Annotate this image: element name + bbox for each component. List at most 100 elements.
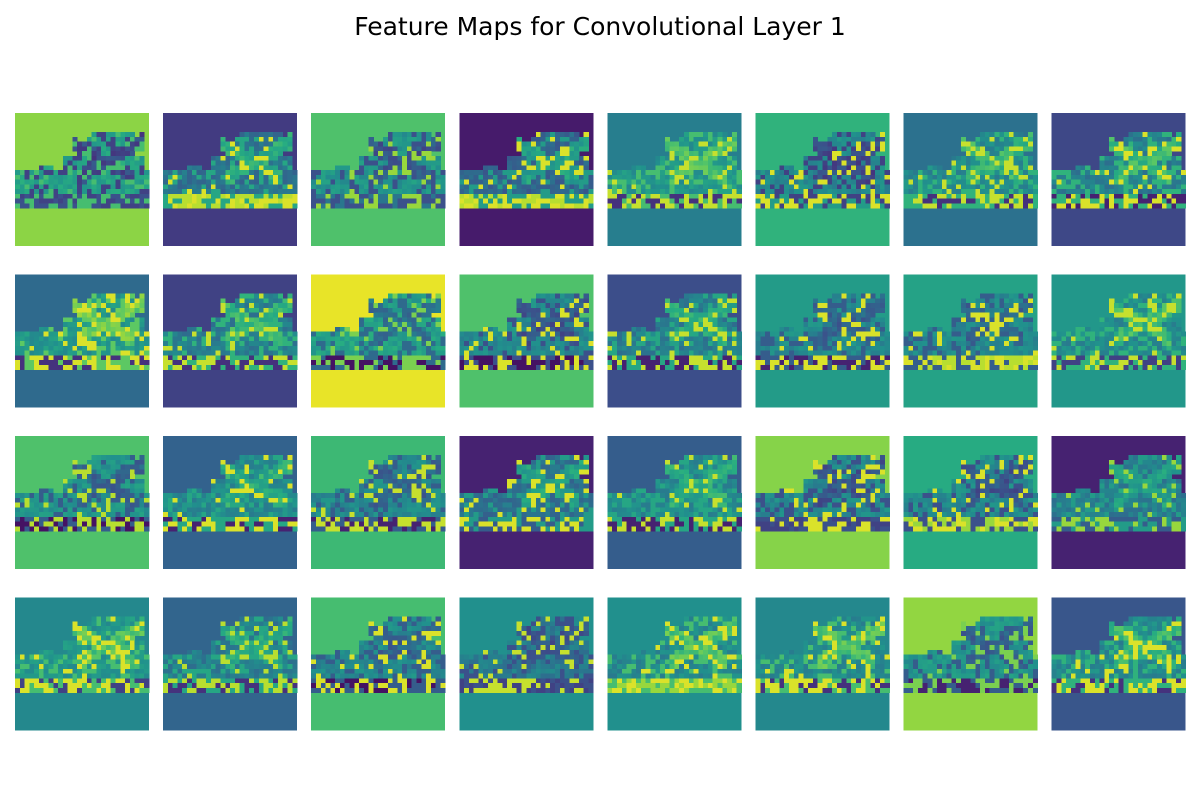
feature-map-cell [315,198,322,204]
feature-map-cell [550,336,556,342]
feature-map-cell [72,146,78,152]
feature-map-cell [62,345,69,351]
feature-map-cell [1118,146,1124,152]
feature-map-cell [91,198,97,204]
feature-map-cell [722,141,728,147]
feature-map-cell [1085,170,1091,176]
feature-map-cell [62,350,69,356]
feature-map-cell [315,184,322,190]
feature-map-cell [822,151,828,157]
feature-map-cell [1070,179,1077,185]
feature-map-cell [354,189,360,195]
feature-map-cell [344,355,350,361]
feature-map-cell [755,331,761,337]
feature-map-cell [15,193,21,199]
feature-map-cell [655,326,661,332]
feature-map-cell [387,170,393,176]
feature-map-cell [287,317,293,323]
feature-map-cell [827,184,833,190]
feature-map-cell [817,174,823,180]
feature-map-cell [77,141,83,147]
feature-map-cell [521,317,527,323]
feature-map-cell [574,355,580,361]
feature-map-cell [636,170,642,176]
feature-map-cell [865,331,871,337]
feature-map-cell [430,193,437,199]
feature-map-cell [220,155,226,161]
feature-map-cell [574,341,580,347]
feature-map-cell [784,179,790,185]
feature-map-cell [980,203,986,209]
feature-map-cell [187,364,193,370]
feature-map-cell [244,136,250,142]
feature-map-cell [860,193,866,199]
feature-map-cell [722,317,728,323]
feature-map-cell [731,184,738,190]
feature-map-cell [545,322,551,328]
feature-map-cell [1004,322,1010,328]
feature-map-cell [698,155,704,161]
feature-map-cell [989,326,995,332]
feature-map-cell [856,155,862,161]
feature-map-cell [378,141,384,147]
feature-map-cell [860,184,866,190]
feature-map-cell [851,132,857,138]
feature-map-cell [215,326,221,332]
feature-map-cell [660,189,666,195]
feature-map-cell [1147,160,1153,166]
feature-map-cell [430,179,437,185]
feature-map-cell [731,174,738,180]
feature-map-cell [206,336,212,342]
feature-map-cell [53,360,59,366]
feature-map-cell [616,193,623,199]
feature-map-cell [784,203,790,209]
feature-map-cell [965,141,971,147]
feature-map-cell [903,179,909,185]
feature-map-cell [932,331,938,337]
feature-map-cell [48,326,54,332]
feature-map-cell [860,355,866,361]
feature-map-cell [679,151,685,157]
feature-map-cell [769,174,776,180]
feature-map-cell [569,307,575,313]
feature-map-cell [540,193,546,199]
feature-map-cell [540,331,546,337]
feature-map-cell [426,364,432,370]
feature-map-cell [1099,193,1105,199]
feature-map-cell [196,165,202,171]
feature-map-cell [674,155,680,161]
feature-map-cell [760,184,766,190]
feature-map-cell [91,364,97,370]
feature-map-cell [540,336,546,342]
feature-map-cell [440,184,446,190]
feature-map-cell [120,326,126,332]
feature-map-cell [220,355,226,361]
feature-map-cell [258,136,264,142]
feature-map-cell [774,198,780,204]
feature-map-cell [1023,174,1029,180]
feature-map-cell [636,364,642,370]
feature-map-cell [808,160,814,166]
feature-map-cell [545,160,551,166]
feature-map-cell [631,170,637,176]
feature-map-cell [110,184,116,190]
feature-map-cell [664,155,671,161]
feature-map-cell [387,322,393,328]
feature-map-cell [397,179,403,185]
feature-map-cell [1023,193,1029,199]
feature-map-cell [961,303,967,309]
feature-map-cell [72,317,78,323]
feature-map-cell [707,360,714,366]
feature-map-cell [177,355,183,361]
feature-map-cell [908,331,914,337]
feature-map-cell [1080,198,1086,204]
feature-map-cell [851,331,857,337]
feature-map-cell [344,331,350,337]
feature-map-cell [980,151,986,157]
feature-map-cell [994,193,1000,199]
feature-map-cell [545,312,551,318]
feature-map-cell [258,322,264,328]
feature-map-cell [779,165,785,171]
feature-map-cell [492,174,498,180]
feature-map-cell [234,189,241,195]
